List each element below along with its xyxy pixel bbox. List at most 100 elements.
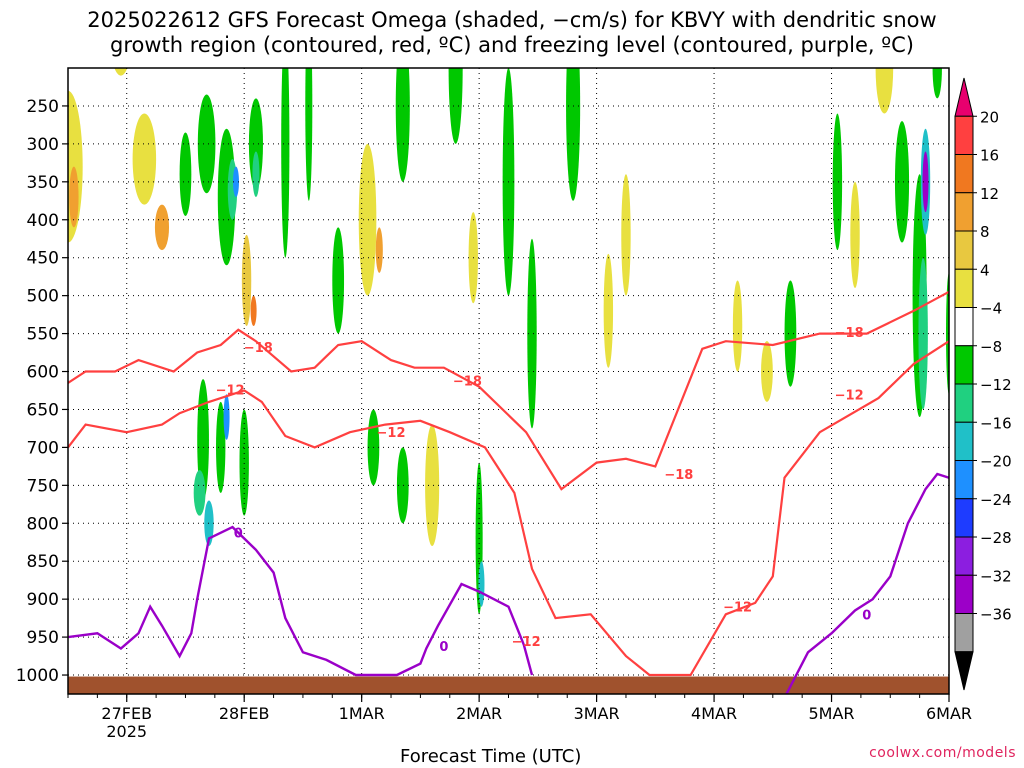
omega-cell xyxy=(603,253,614,368)
isotherm-label: −18 xyxy=(664,468,693,483)
y-tick-label: 600 xyxy=(27,363,59,383)
y-tick-label: 400 xyxy=(27,211,59,231)
omega-cell xyxy=(252,151,260,197)
isotherm-label: −12 xyxy=(835,388,864,403)
colorbar-swatch xyxy=(954,230,974,270)
freezing-level-label: 0 xyxy=(234,526,243,541)
colorbar-swatch xyxy=(954,460,974,500)
colorbar-label: −8 xyxy=(980,338,1002,356)
colorbar-label: −36 xyxy=(980,606,1012,624)
y-tick-label: 900 xyxy=(27,590,59,610)
omega-cell xyxy=(179,132,192,216)
y-tick-label: 1000 xyxy=(16,666,59,686)
isotherm-minus18-line xyxy=(68,290,949,491)
y-tick-label: 350 xyxy=(27,173,59,193)
freezing-level-label: 0 xyxy=(439,640,448,655)
colorbar-label: −28 xyxy=(980,529,1012,547)
omega-cell xyxy=(894,121,910,243)
omega-cell xyxy=(732,280,743,372)
omega-cell xyxy=(248,98,263,190)
y-tick-label: 500 xyxy=(27,287,59,307)
colorbar-swatch xyxy=(954,307,974,347)
colorbar-swatch xyxy=(954,192,974,232)
omega-cell xyxy=(932,68,942,99)
color-scale-legend: 20 16 12 8 4 −4 −8 −12 −16 −20 −24 −28 −32 −36 xyxy=(954,77,1012,691)
chart-title-line-2: growth region (contoured, red, ºC) and f… xyxy=(110,33,914,57)
x-tick-label: 27FEB xyxy=(101,704,152,723)
omega-cell xyxy=(223,394,230,440)
colorbar-swatch xyxy=(954,421,974,461)
y-tick-label: 550 xyxy=(27,325,59,345)
freezing-level-line xyxy=(785,472,949,694)
colorbar-swatch xyxy=(954,536,974,576)
omega-cell xyxy=(197,94,216,194)
contour-labels: −18 −18 −18 −18 −12 −12 −12 −12 −12 0 0 0 xyxy=(216,326,872,655)
omega-cell xyxy=(621,174,631,296)
omega-cell xyxy=(281,68,290,258)
colorbar-label: 4 xyxy=(980,261,990,279)
credit-text: coolwx.com/models xyxy=(869,745,1016,761)
colorbar-label: 8 xyxy=(980,223,990,241)
x-tick-label: 3MAR xyxy=(574,704,620,723)
colorbar-swatch xyxy=(954,498,974,538)
y-tick-label: 250 xyxy=(27,97,59,117)
x-tick-label: 6MAR xyxy=(926,704,972,723)
x-tick-label: 2MAR xyxy=(456,704,502,723)
y-tick-label: 850 xyxy=(27,552,59,572)
x-axis-title: Forecast Time (UTC) xyxy=(400,746,582,767)
colorbar-swatch xyxy=(954,154,974,194)
omega-cell xyxy=(132,113,157,205)
colorbar-label: −12 xyxy=(980,376,1012,394)
omega-cell xyxy=(761,341,773,402)
chart-title-line-1: 2025022612 GFS Forecast Omega (shaded, −… xyxy=(87,8,937,32)
colorbar-swatch xyxy=(954,574,974,614)
colorbar-label: −24 xyxy=(980,491,1012,509)
omega-cell xyxy=(197,379,209,501)
colorbar-label: −20 xyxy=(980,453,1012,471)
colorbar-label: 16 xyxy=(980,147,999,165)
omega-cell xyxy=(425,424,440,547)
colorbar-swatch xyxy=(954,268,974,308)
colorbar-swatch xyxy=(954,77,974,117)
omega-cell xyxy=(250,295,257,326)
y-tick-label: 450 xyxy=(27,249,59,269)
isotherm-label: −12 xyxy=(512,635,541,650)
omega-cell xyxy=(332,227,345,334)
y-tick-label: 950 xyxy=(27,628,59,648)
colorbar-swatch xyxy=(954,345,974,385)
contour-lines xyxy=(68,290,949,694)
y-tick-label: 300 xyxy=(27,135,59,155)
isotherm-label: −12 xyxy=(723,601,752,616)
y-axis: 250 300 350 400 450 500 550 600 650 700 750 800 850 9… xyxy=(16,97,68,686)
omega-cell xyxy=(154,204,170,251)
isotherm-label: −18 xyxy=(835,326,864,341)
omega-cell xyxy=(527,238,537,429)
colorbar-label: 20 xyxy=(980,108,999,126)
colorbar-label: −32 xyxy=(980,567,1012,585)
omega-cell xyxy=(396,447,409,524)
colorbar-label: −16 xyxy=(980,414,1012,432)
omega-cell xyxy=(232,166,239,197)
x-tick-label: 1MAR xyxy=(339,704,385,723)
isotherm-label: −18 xyxy=(244,341,273,356)
colorbar-swatch xyxy=(954,613,974,653)
omega-cell xyxy=(784,280,797,387)
isotherm-label: −12 xyxy=(377,426,406,441)
isotherm-label: −18 xyxy=(453,375,482,390)
freezing-level-line xyxy=(68,525,534,677)
omega-cell xyxy=(832,113,843,251)
omega-shading xyxy=(68,68,949,615)
omega-cell xyxy=(375,227,383,273)
y-tick-label: 750 xyxy=(27,476,59,496)
x-tick-label: 28FEB xyxy=(219,704,270,723)
y-tick-label: 800 xyxy=(27,514,59,534)
colorbar-label: 12 xyxy=(980,185,999,203)
isotherm-minus12-line xyxy=(68,340,949,677)
freezing-level-label: 0 xyxy=(862,608,871,623)
omega-cell xyxy=(875,68,894,114)
colorbar-swatch xyxy=(954,383,974,423)
omega-cell xyxy=(922,151,929,213)
omega-cell xyxy=(478,561,485,607)
